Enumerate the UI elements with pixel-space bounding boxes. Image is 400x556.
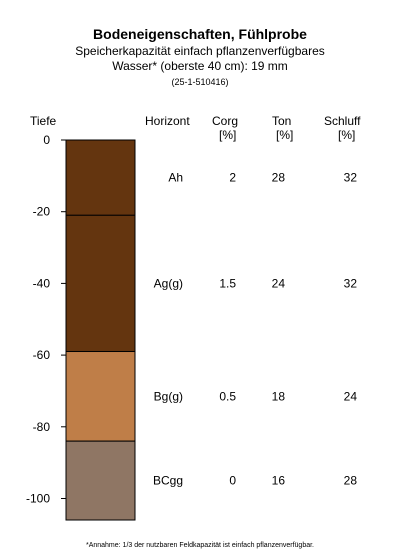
depth-tick-label-0: 0 (43, 133, 50, 147)
depth-tick-label-20: -20 (33, 205, 51, 219)
chart-subtitle-line2: Wasser* (oberste 40 cm): 19 mm (112, 59, 288, 73)
depth-tick-label-80: -80 (33, 420, 51, 434)
layer-0-corg: 2 (229, 171, 236, 185)
layer-0-ton: 28 (272, 171, 286, 185)
layer-2-schluff: 24 (344, 389, 358, 403)
sample-code: (25-1-510416) (171, 77, 229, 87)
layer-1-ton: 24 (272, 276, 286, 290)
layer-3-schluff: 28 (344, 474, 358, 488)
depth-tick-label-100: -100 (26, 492, 50, 506)
soil-layer-1 (65, 214, 136, 353)
layer-0-schluff: 32 (344, 171, 358, 185)
layer-3-horizont: BCgg (153, 474, 183, 488)
header-tiefe: Tiefe (30, 114, 57, 128)
layer-2-ton: 18 (272, 389, 286, 403)
layer-2-corg: 0.5 (219, 389, 236, 403)
footnote: *Annahme: 1/3 der nutzbaren Feldkapazitä… (85, 542, 315, 549)
header-horizont: Horizont (145, 114, 190, 128)
depth-tick-label-60: -60 (33, 348, 51, 362)
soil-layer-3 (65, 440, 136, 521)
header-corg: Corg (212, 114, 239, 128)
soil-layer-0 (65, 139, 136, 216)
layer-0-horizont: Ah (168, 171, 183, 185)
header-ton-unit: [%] (276, 128, 294, 142)
soil-layer-2 (65, 351, 136, 442)
layer-1-schluff: 32 (344, 276, 358, 290)
header-corg-unit: [%] (219, 128, 237, 142)
chart-title: Bodeneigenschaften, Fühlprobe (93, 26, 307, 42)
layer-1-corg: 1.5 (219, 276, 236, 290)
header-schluff: Schluff (324, 114, 361, 128)
header-schluff-unit: [%] (338, 128, 356, 142)
chart-subtitle-line1: Speicherkapazität einfach pflanzenverfüg… (75, 44, 325, 58)
layer-3-ton: 16 (272, 474, 286, 488)
layer-2-horizont: Bg(g) (154, 389, 183, 403)
layer-3-corg: 0 (229, 474, 236, 488)
header-ton: Ton (272, 114, 292, 128)
layer-1-horizont: Ag(g) (154, 276, 183, 290)
depth-tick-label-40: -40 (33, 276, 51, 290)
